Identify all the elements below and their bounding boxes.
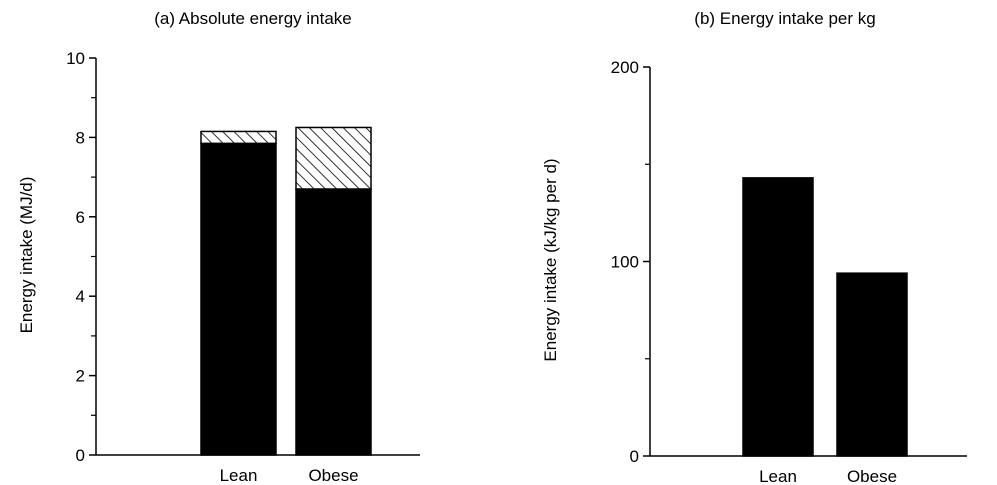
- chart-a-bar-lean-solid: [200, 142, 277, 456]
- chart-a-bars: [200, 126, 372, 456]
- chart-b-bar-lean-solid: [742, 177, 814, 457]
- chart-b-bars: [742, 177, 908, 457]
- chart-a-title: (a) Absolute energy intake: [154, 9, 352, 28]
- chart-a-tick-label: 2: [76, 367, 85, 386]
- chart-a-tick-label: 10: [66, 49, 85, 68]
- chart-a-category-label: Obese: [308, 466, 358, 485]
- chart-a-bar-obese-solid: [295, 188, 372, 456]
- chart-b-category-label: Lean: [759, 467, 797, 485]
- chart-b-category-labels: Lean Obese: [759, 467, 897, 485]
- chart-a-tick-label: 6: [76, 208, 85, 227]
- chart-b-ticks: 0 100 200: [611, 58, 650, 466]
- chart-b-bar-obese-solid: [836, 272, 908, 457]
- chart-a-ticks: 0 2 4 6 8 10: [66, 49, 96, 465]
- chart-b-tick-label: 100: [611, 253, 639, 272]
- chart-b: (b) Energy intake per kg Energy intake (…: [541, 9, 967, 485]
- chart-a-tick-label: 0: [76, 446, 85, 465]
- chart-a-category-labels: Lean Obese: [220, 466, 359, 485]
- chart-a-category-label: Lean: [220, 466, 258, 485]
- chart-a-bar-lean-hatched: [200, 130, 277, 145]
- chart-b-tick-label: 200: [611, 58, 639, 77]
- chart-a-bar-obese-hatched: [295, 126, 372, 190]
- chart-a-tick-label: 4: [76, 287, 85, 306]
- chart-b-y-axis-label: Energy intake (kJ/kg per d): [541, 158, 560, 361]
- chart-b-title: (b) Energy intake per kg: [694, 9, 875, 28]
- chart-a: (a) Absolute energy intake Energy intake…: [17, 9, 420, 485]
- chart-b-category-label: Obese: [847, 467, 897, 485]
- chart-a-y-axis-label: Energy intake (MJ/d): [17, 177, 36, 334]
- chart-b-tick-label: 0: [630, 447, 639, 466]
- chart-a-tick-label: 8: [76, 128, 85, 147]
